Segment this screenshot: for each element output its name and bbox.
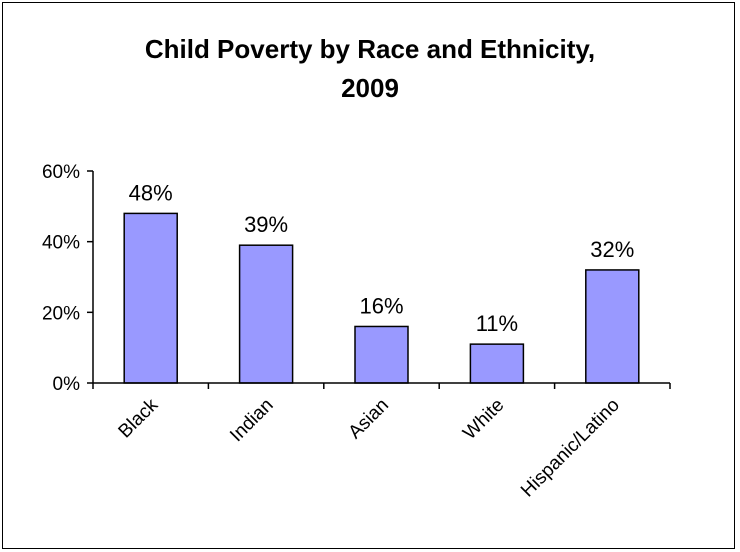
y-tick-label-2: 40% xyxy=(42,233,80,254)
data-label-3: 11% xyxy=(476,311,518,336)
y-axis-tick-labels: 0% 20% 40% 60% xyxy=(42,162,80,395)
x-tick-label-1: Indian xyxy=(226,395,277,446)
data-label-1: 39% xyxy=(244,212,288,237)
bar-black xyxy=(123,212,178,384)
bar-white xyxy=(469,343,525,384)
data-labels: 48% 39% 16% 11% 32% xyxy=(129,180,635,336)
y-tick-label-0: 0% xyxy=(53,374,81,395)
chart-title-line-2: 2009 xyxy=(341,73,399,103)
x-tick-label-2: Asian xyxy=(345,395,393,443)
x-tick-label-0: Black xyxy=(115,394,163,442)
bar-hispanic-latino xyxy=(585,269,640,384)
x-axis-ticks xyxy=(92,383,671,389)
x-tick-label-3: White xyxy=(459,395,508,444)
data-label-2: 16% xyxy=(359,293,403,318)
bar-indian xyxy=(238,244,294,384)
y-tick-label-3: 60% xyxy=(42,162,80,183)
x-axis-tick-labels: Black Indian Asian White Hispanic/Latino xyxy=(115,394,624,501)
chart-title-line-1: Child Poverty by Race and Ethnicity, xyxy=(144,34,596,64)
bar-asian xyxy=(354,325,409,384)
data-label-0: 48% xyxy=(129,180,173,205)
x-tick-label-4: Hispanic/Latino xyxy=(517,395,624,502)
y-axis-ticks xyxy=(87,170,93,384)
data-label-4: 32% xyxy=(590,237,634,262)
y-tick-label-1: 20% xyxy=(42,303,80,324)
chart-title: Child Poverty by Race and Ethnicity, 200… xyxy=(0,30,740,108)
